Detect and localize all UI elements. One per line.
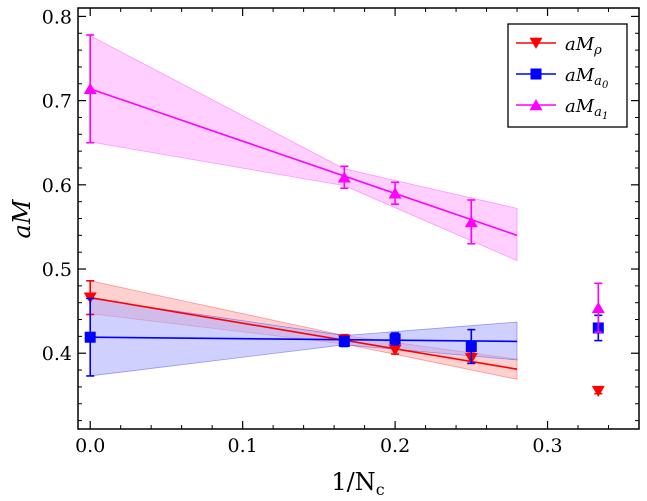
fit-bands	[89, 35, 518, 380]
data-points	[83, 34, 605, 397]
data-point-aM_a0-1	[338, 335, 350, 347]
legend-label-aM_a1: aMa1	[565, 96, 608, 122]
fit-band-aM_a1	[89, 35, 518, 262]
data-point-aM_a1-2	[388, 187, 402, 199]
data-point-aM_a1-0	[83, 82, 97, 95]
y-axis-label: aM	[8, 198, 36, 238]
x-tick-label: 0.2	[380, 435, 410, 457]
data-point-aM_rho-4	[591, 385, 605, 397]
fit-line-aM_a0	[90, 336, 518, 343]
x-tick-label: 0.1	[228, 435, 258, 457]
data-point-aM_a1-3	[464, 216, 478, 228]
y-tick-label: 0.5	[42, 259, 72, 281]
legend-marker-aM_rho	[529, 37, 543, 49]
data-point-aM_a0-2	[389, 333, 401, 345]
axis-ticks	[78, 8, 639, 429]
data-point-aM_rho-2	[388, 344, 402, 356]
y-tick-label: 0.8	[42, 6, 72, 28]
data-point-aM_a1-4	[591, 301, 605, 313]
fit-lines	[89, 88, 518, 371]
fit-line-aM_rho	[90, 296, 518, 371]
legend: aMρ aMa0 aMa1	[507, 23, 628, 128]
data-point-aM_a0-0	[84, 331, 96, 343]
legend-label-aM_rho: aMρ	[565, 34, 602, 58]
x-axis-label: 1/Nc	[331, 468, 384, 499]
legend-marker-aM_a1	[529, 99, 543, 111]
y-tick-label: 0.4	[42, 343, 72, 365]
legend-marker-aM_a0	[530, 68, 542, 80]
axis-tick-labels: 0.0 0.1 0.2 0.3 0.4 0.5 0.6 0.7 0.8	[42, 6, 563, 457]
x-tick-label: 0.3	[532, 435, 562, 457]
data-point-aM_a1-1	[337, 171, 351, 183]
legend-label-aM_a0: aMa0	[565, 65, 609, 91]
x-tick-label: 0.0	[75, 435, 105, 457]
fit-line-aM_a1	[89, 88, 518, 237]
legend-box	[507, 23, 628, 128]
y-tick-label: 0.6	[42, 175, 72, 197]
data-point-aM_a0-3	[465, 340, 477, 352]
y-tick-label: 0.7	[42, 91, 72, 113]
